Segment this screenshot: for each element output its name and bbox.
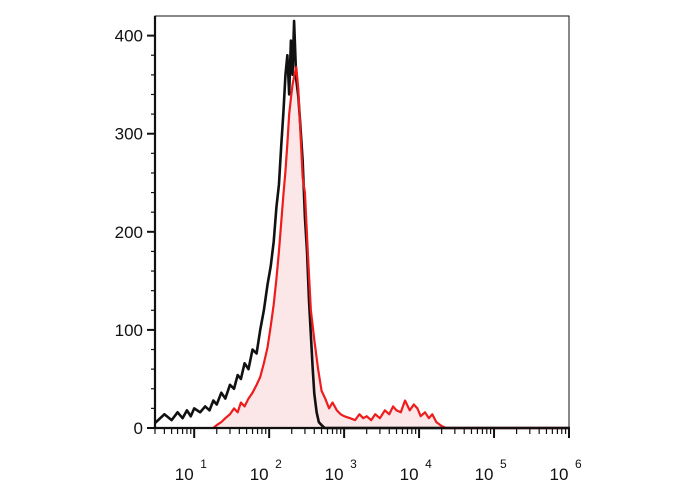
x-tick-exponent: 2 xyxy=(275,457,282,471)
x-tick-exponent: 1 xyxy=(200,457,207,471)
y-tick-label: 400 xyxy=(115,27,143,46)
x-tick-label: 10 xyxy=(400,465,419,484)
x-tick-exponent: 3 xyxy=(350,457,357,471)
series-2-line xyxy=(212,65,569,430)
y-tick-label: 100 xyxy=(115,321,143,340)
series-1-line xyxy=(154,19,569,430)
x-tick-exponent: 4 xyxy=(425,457,432,471)
x-tick-label: 10 xyxy=(250,465,269,484)
plot-frame xyxy=(154,15,570,429)
x-tick-label: 10 xyxy=(175,465,194,484)
x-tick-exponent: 5 xyxy=(500,457,507,471)
y-tick-label: 300 xyxy=(115,125,143,144)
y-tick-label: 200 xyxy=(115,223,143,242)
y-tick-label: 0 xyxy=(134,419,143,438)
x-tick-label: 10 xyxy=(475,465,494,484)
x-tick-exponent: 6 xyxy=(575,457,582,471)
x-tick-label: 10 xyxy=(550,465,569,484)
series-2-area xyxy=(213,67,569,428)
x-tick-label: 10 xyxy=(325,465,344,484)
